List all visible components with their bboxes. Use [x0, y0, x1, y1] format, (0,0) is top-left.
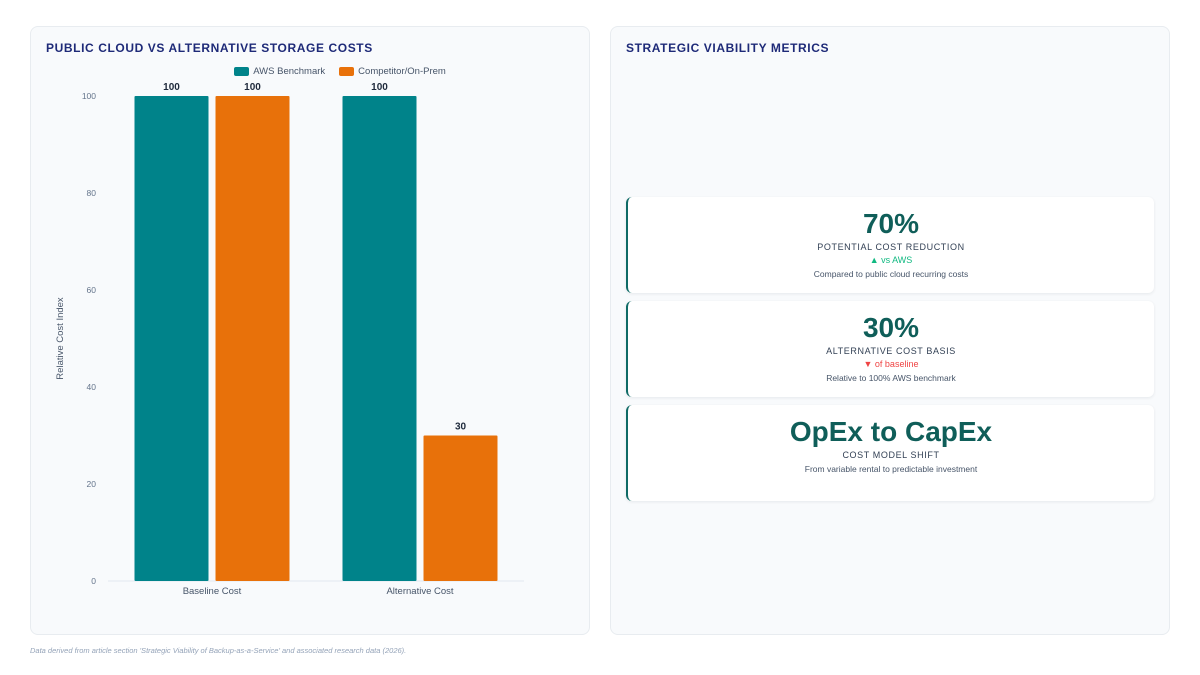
bar-data-label: 100	[371, 82, 388, 93]
metric-label: POTENTIAL COST REDUCTION	[817, 242, 965, 252]
metric-trend-up: ▲ vs AWS	[869, 255, 913, 265]
metric-card-cost-model: OpEx to CapEx COST MODEL SHIFT From vari…	[626, 405, 1154, 501]
y-tick-label: 40	[87, 382, 97, 392]
bar	[423, 435, 498, 581]
metric-value: OpEx to CapEx	[789, 416, 993, 447]
metric-label: ALTERNATIVE COST BASIS	[826, 346, 956, 356]
metric-value: 70%	[862, 208, 920, 239]
metrics-panel: STRATEGIC VIABILITY METRICS 70% POTENTIA…	[610, 26, 1170, 635]
bar	[342, 96, 417, 581]
x-tick-label: Alternative Cost	[386, 586, 453, 597]
y-tick-label: 100	[82, 91, 96, 101]
cost-chart-panel: PUBLIC CLOUD VS ALTERNATIVE STORAGE COST…	[30, 26, 590, 635]
y-tick-label: 20	[87, 479, 97, 489]
x-tick-label: Baseline Cost	[183, 586, 242, 597]
metric-label: COST MODEL SHIFT	[842, 450, 940, 460]
metric-card-cost-basis: 30% ALTERNATIVE COST BASIS ▼ of baseline…	[626, 301, 1154, 397]
chart-panel-title: PUBLIC CLOUD VS ALTERNATIVE STORAGE COST…	[46, 41, 373, 55]
data-source-footnote: Data derived from article section 'Strat…	[30, 646, 407, 655]
metric-card-cost-reduction: 70% POTENTIAL COST REDUCTION ▲ vs AWS Co…	[626, 197, 1154, 293]
legend-swatch-aws	[234, 67, 250, 76]
metric-value: 30%	[862, 312, 920, 343]
metrics-panel-title: STRATEGIC VIABILITY METRICS	[626, 41, 830, 55]
y-axis-label: Relative Cost Index	[55, 297, 66, 380]
metric-description: Relative to 100% AWS benchmark	[826, 373, 956, 383]
legend-label-competitor: Competitor/On-Prem	[358, 66, 446, 77]
y-tick-label: 80	[87, 188, 97, 198]
y-tick-label: 60	[87, 285, 97, 295]
legend-item-aws[interactable]: AWS Benchmark	[234, 66, 325, 77]
bar-data-label: 100	[163, 82, 180, 93]
legend-swatch-competitor	[339, 67, 355, 76]
metric-trend-down: ▼ of baseline	[863, 359, 919, 369]
bar	[134, 96, 209, 581]
bar-data-label: 100	[244, 82, 261, 93]
metric-cards: 70% POTENTIAL COST REDUCTION ▲ vs AWS Co…	[626, 197, 1154, 509]
bar	[215, 96, 290, 581]
metric-description: From variable rental to predictable inve…	[804, 464, 978, 474]
bar-data-label: 30	[455, 422, 467, 433]
chart-legend: AWS Benchmark Competitor/On-Prem	[31, 66, 589, 77]
legend-item-competitor[interactable]: Competitor/On-Prem	[339, 66, 446, 77]
legend-label-aws: AWS Benchmark	[253, 66, 326, 77]
metric-description: Compared to public cloud recurring costs	[813, 269, 969, 279]
y-tick-label: 0	[91, 576, 96, 586]
bar-chart: 0 20 40 60 80 100 Relative Cost Index 100 100 Bas…	[55, 82, 524, 597]
